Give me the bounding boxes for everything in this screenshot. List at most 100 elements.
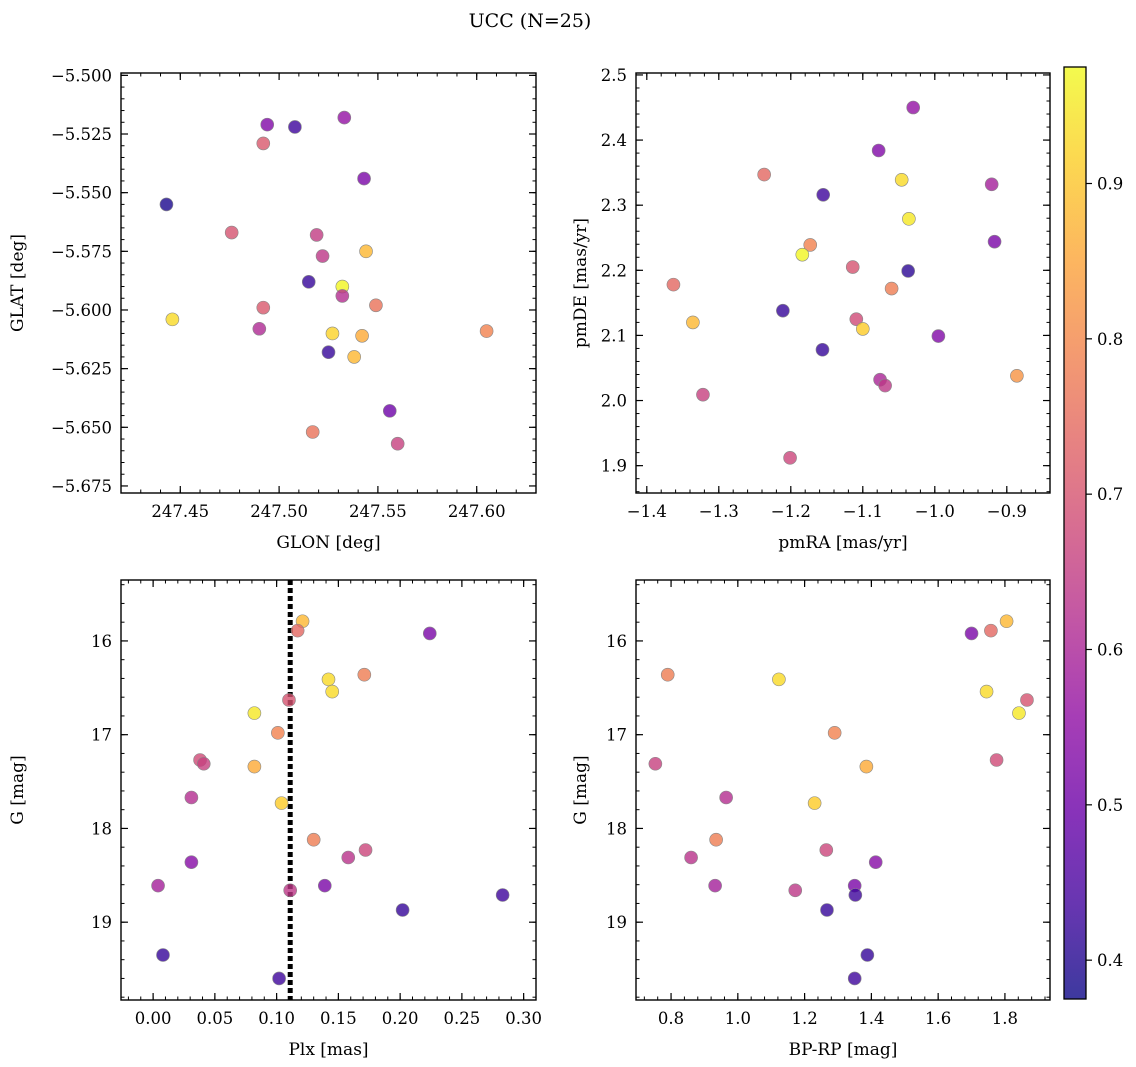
data-point [845,260,860,274]
y-tick-label: −5.650 [51,418,112,437]
data-point [807,796,822,810]
y-tick-label: 16 [606,632,627,651]
data-point [819,843,834,857]
data-point [422,626,437,641]
y-tick-label: −5.575 [51,242,112,261]
data-point [795,247,810,262]
data-point [979,684,994,699]
y-tick-label: −5.675 [51,477,112,496]
colorbar: 0.4 0.5 0.6 0.7 0.8 0.9 [1063,66,1123,1000]
x-tick-label: 0.10 [258,1009,295,1028]
axes-frame [635,579,1051,1001]
data-point [868,855,883,869]
y-tick-label: 19 [91,913,112,932]
data-point [788,883,803,898]
data-point [684,850,698,865]
y-tick-label: 2.5 [601,66,627,85]
data-point [271,726,285,740]
y-tick-label: −5.500 [51,66,112,85]
data-point [341,850,356,865]
data-point [666,277,681,292]
data-point [274,796,289,810]
x-axis-label: Plx [mas] [288,1040,368,1060]
data-point [708,878,722,893]
y-axis-label: G [mag] [8,755,28,824]
data-point [184,855,199,869]
colorbar-bar [1063,66,1087,1000]
x-tick-label: 0.05 [196,1009,233,1028]
data-point [247,759,262,774]
data-point [309,228,324,242]
data-point [906,100,921,115]
x-tick-label: 0.00 [135,1009,172,1028]
y-tick-label: 17 [91,726,112,745]
data-point [256,136,271,151]
data-point [317,878,332,893]
data-point [820,903,834,917]
data-point [252,321,267,336]
y-axis-label: pmDE [mas/yr] [571,218,591,348]
data-point [1020,693,1034,707]
data-point [358,843,373,857]
x-tick-label: 247.55 [349,502,407,521]
data-point [776,303,790,318]
x-tick-label: −1.0 [915,502,955,521]
data-point [495,888,510,902]
x-tick-label: −1.4 [627,502,667,521]
data-point [272,971,286,986]
data-point [151,878,165,893]
panel-bprp-g: 0.8 1.0 1.2 1.4 1.6 1.8 16 17 18 19 BP-RP [mag] G [… [571,579,1051,1060]
data-point [884,281,899,296]
x-tick-label: 1.2 [791,1009,817,1028]
data-point [306,832,321,847]
data-point [984,623,998,638]
y-tick-label: −5.550 [51,184,112,203]
data-point [894,172,909,187]
x-tick-label: 0.20 [382,1009,419,1028]
data-point [860,948,875,962]
data-point [347,350,361,364]
data-point [984,177,999,192]
x-tick-label: 0.8 [658,1009,684,1028]
data-point [260,117,275,132]
data-point [256,300,271,315]
x-tick-label: 247.45 [151,502,209,521]
data-point [325,684,340,699]
data-point [696,387,710,402]
data-point [321,672,336,687]
x-tick-label: 1.6 [925,1009,951,1028]
y-tick-label: 2.1 [601,326,627,345]
colorbar-tick-label: 0.9 [1097,175,1123,194]
data-point [196,756,211,771]
x-tick-label: 0.25 [444,1009,481,1028]
y-tick-label: 18 [606,819,627,838]
data-point [301,275,316,289]
axes-frame [120,579,537,1001]
panel-glon-glat: 247.45 247.50 247.55 247.60 −5.500 −5.525 −5.5… [8,66,537,553]
data-point [849,312,864,326]
data-point [803,238,818,252]
data-point [335,289,350,303]
data-point [1010,368,1024,383]
data-point [283,883,298,898]
data-point [357,667,372,682]
x-axis-label: pmRA [mas/yr] [778,533,907,553]
axes-frame [635,72,1051,494]
data-point [315,249,330,263]
y-tick-label: 2.3 [601,196,627,215]
x-tick-label: −1.1 [843,502,883,521]
figure-title: UCC (N=25) [469,10,592,32]
data-point [390,436,405,451]
data-point [719,790,733,805]
data-point [648,756,663,771]
data-point [709,832,723,847]
y-tick-label: −5.625 [51,360,112,379]
data-point [395,903,410,917]
y-axis-label: G [mag] [571,755,591,824]
data-point [1012,706,1026,720]
data-point [757,167,771,182]
data-point [902,212,916,226]
x-tick-label: 0.30 [505,1009,542,1028]
data-point [816,187,831,202]
y-tick-label: 19 [606,913,627,932]
